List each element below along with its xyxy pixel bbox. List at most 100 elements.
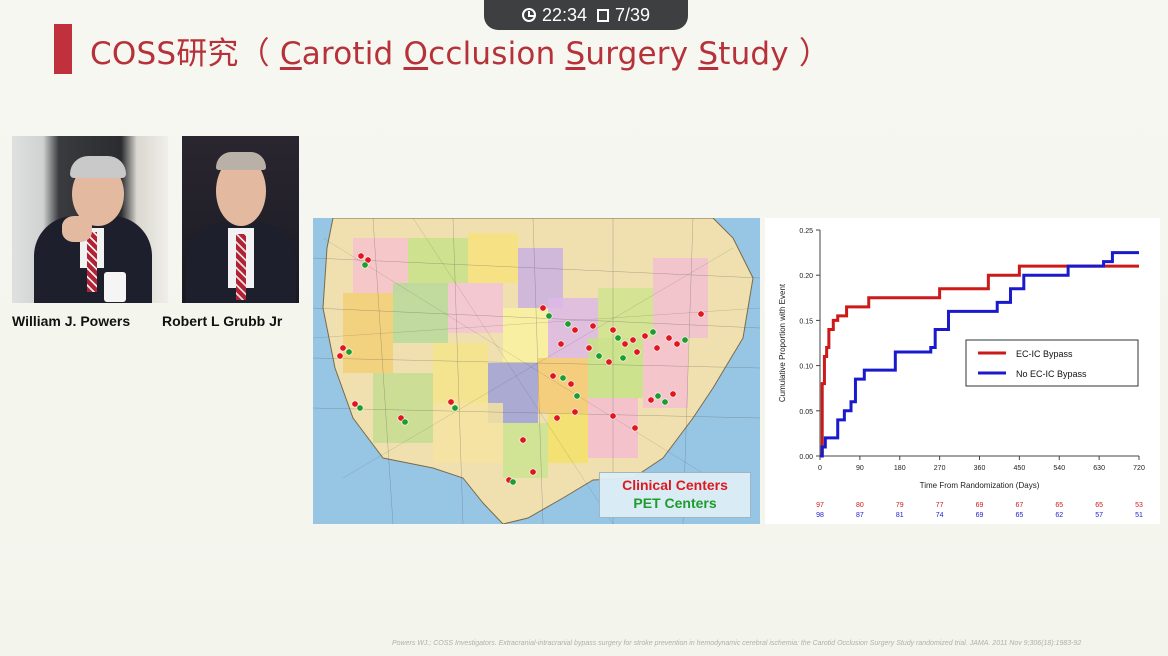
x-tick-label: 450: [1014, 465, 1026, 472]
y-axis-label: Cumulative Proportion with Event: [778, 283, 787, 402]
title-arotid: arotid: [301, 36, 394, 72]
y-tick-label: 0.10: [799, 364, 813, 371]
pet-center-marker: [356, 404, 364, 412]
y-tick-label: 0.00: [799, 454, 813, 461]
title-c: C: [279, 36, 302, 72]
at-risk-count: 77: [936, 502, 944, 509]
at-risk-count: 69: [976, 502, 984, 509]
clinical-center-marker: [669, 390, 677, 398]
title-cclusion: cclusion: [428, 36, 556, 72]
at-risk-count: 98: [816, 512, 824, 519]
clinical-center-marker: [571, 408, 579, 416]
y-tick-label: 0.20: [799, 273, 813, 280]
x-axis-label: Time From Randomization (Days): [920, 481, 1040, 490]
title-o: O: [403, 36, 429, 72]
clinical-center-marker: [697, 310, 705, 318]
pet-center-marker: [509, 478, 517, 486]
us-centers-map: Clinical Centers PET Centers: [313, 218, 760, 524]
legend-pet-centers: PET Centers: [633, 495, 717, 511]
series-ecic-bypass: [820, 264, 1139, 458]
legend-clinical-centers: Clinical Centers: [622, 477, 728, 493]
at-risk-count: 51: [1135, 512, 1143, 519]
page-icon: [597, 8, 609, 22]
clinical-center-marker: [647, 396, 655, 404]
citation: Powers WJ.; COSS Investigators. Extracra…: [392, 640, 1082, 647]
x-tick-label: 720: [1133, 465, 1145, 472]
clinical-center-marker: [589, 322, 597, 330]
at-risk-count: 87: [856, 512, 864, 519]
at-risk-count: 67: [1015, 502, 1023, 509]
kaplan-meier-chart: 0.00 0.05 0.10 0.15 0.20 0.25 0 90 180 270 360 450 5…: [765, 218, 1160, 524]
legend-label: EC-IC Bypass: [1016, 349, 1073, 359]
photo-robert-grubb: [182, 136, 299, 303]
x-tick-label: 270: [934, 465, 946, 472]
pet-center-marker: [661, 398, 669, 406]
presentation-status-bar: 22:34 7/39: [484, 0, 688, 30]
clinical-center-marker: [539, 304, 547, 312]
at-risk-count: 79: [896, 502, 904, 509]
at-risk-count: 74: [936, 512, 944, 519]
pet-center-marker: [614, 334, 622, 342]
at-risk-count: 81: [896, 512, 904, 519]
clinical-center-marker: [336, 352, 344, 360]
title-accent-bar: [54, 24, 72, 74]
legend-label: No EC-IC Bypass: [1016, 369, 1087, 379]
pet-center-marker: [564, 320, 572, 328]
clinical-center-marker: [529, 468, 537, 476]
at-risk-count: 62: [1055, 512, 1063, 519]
clinical-center-marker: [553, 414, 561, 422]
pet-center-marker: [345, 348, 353, 356]
at-risk-count: 65: [1095, 502, 1103, 509]
x-tick-label: 540: [1053, 465, 1065, 472]
at-risk-count: 80: [856, 502, 864, 509]
x-tick-label: 90: [856, 465, 864, 472]
clinical-center-marker: [351, 400, 359, 408]
clinical-center-marker: [557, 340, 565, 348]
clinical-center-marker: [631, 424, 639, 432]
x-tick-label: 180: [894, 465, 906, 472]
at-risk-count: 53: [1135, 502, 1143, 509]
pet-center-marker: [545, 312, 553, 320]
clinical-center-marker: [567, 380, 575, 388]
y-tick-label: 0.15: [799, 318, 813, 325]
x-tick-label: 0: [818, 465, 822, 472]
clinical-center-marker: [673, 340, 681, 348]
at-risk-count: 69: [976, 512, 984, 519]
clinical-center-marker: [549, 372, 557, 380]
clinical-center-marker: [609, 326, 617, 334]
time-readout: 22:34: [541, 4, 587, 25]
title-prefix: COSS研究: [90, 36, 239, 72]
at-risk-count: 65: [1055, 502, 1063, 509]
title-tudy: tudy: [718, 36, 789, 72]
title-s1: S: [565, 36, 586, 72]
clock-icon: [521, 8, 536, 22]
series-no-ecic-bypass: [820, 251, 1139, 458]
title-s2: S: [698, 36, 719, 72]
y-tick-label: 0.25: [799, 228, 813, 235]
name-william-powers: William J. Powers: [12, 313, 131, 329]
pet-center-marker: [649, 328, 657, 336]
clinical-center-marker: [629, 336, 637, 344]
clinical-center-marker: [571, 326, 579, 334]
at-risk-count: 57: [1095, 512, 1103, 519]
pet-center-marker: [401, 418, 409, 426]
x-tick-label: 630: [1093, 465, 1105, 472]
pet-center-marker: [654, 392, 662, 400]
clinical-center-marker: [605, 358, 613, 366]
y-tick-label: 0.05: [799, 409, 813, 416]
clinical-center-marker: [339, 344, 347, 352]
center-markers: [336, 252, 705, 486]
clinical-center-marker: [621, 340, 629, 348]
clinical-center-marker: [447, 398, 455, 406]
map-drawing: [313, 218, 760, 524]
title-close-paren: ）: [788, 36, 831, 72]
pet-center-marker: [361, 261, 369, 269]
clinical-center-marker: [357, 252, 365, 260]
pet-center-marker: [573, 392, 581, 400]
clinical-center-marker: [519, 436, 527, 444]
page-counter: 7/39: [615, 4, 651, 25]
chart-svg: 0.00 0.05 0.10 0.15 0.20 0.25 0 90 180 270 360 450 5…: [778, 228, 1145, 519]
clinical-center-marker: [665, 334, 673, 342]
clinical-center-marker: [609, 412, 617, 420]
